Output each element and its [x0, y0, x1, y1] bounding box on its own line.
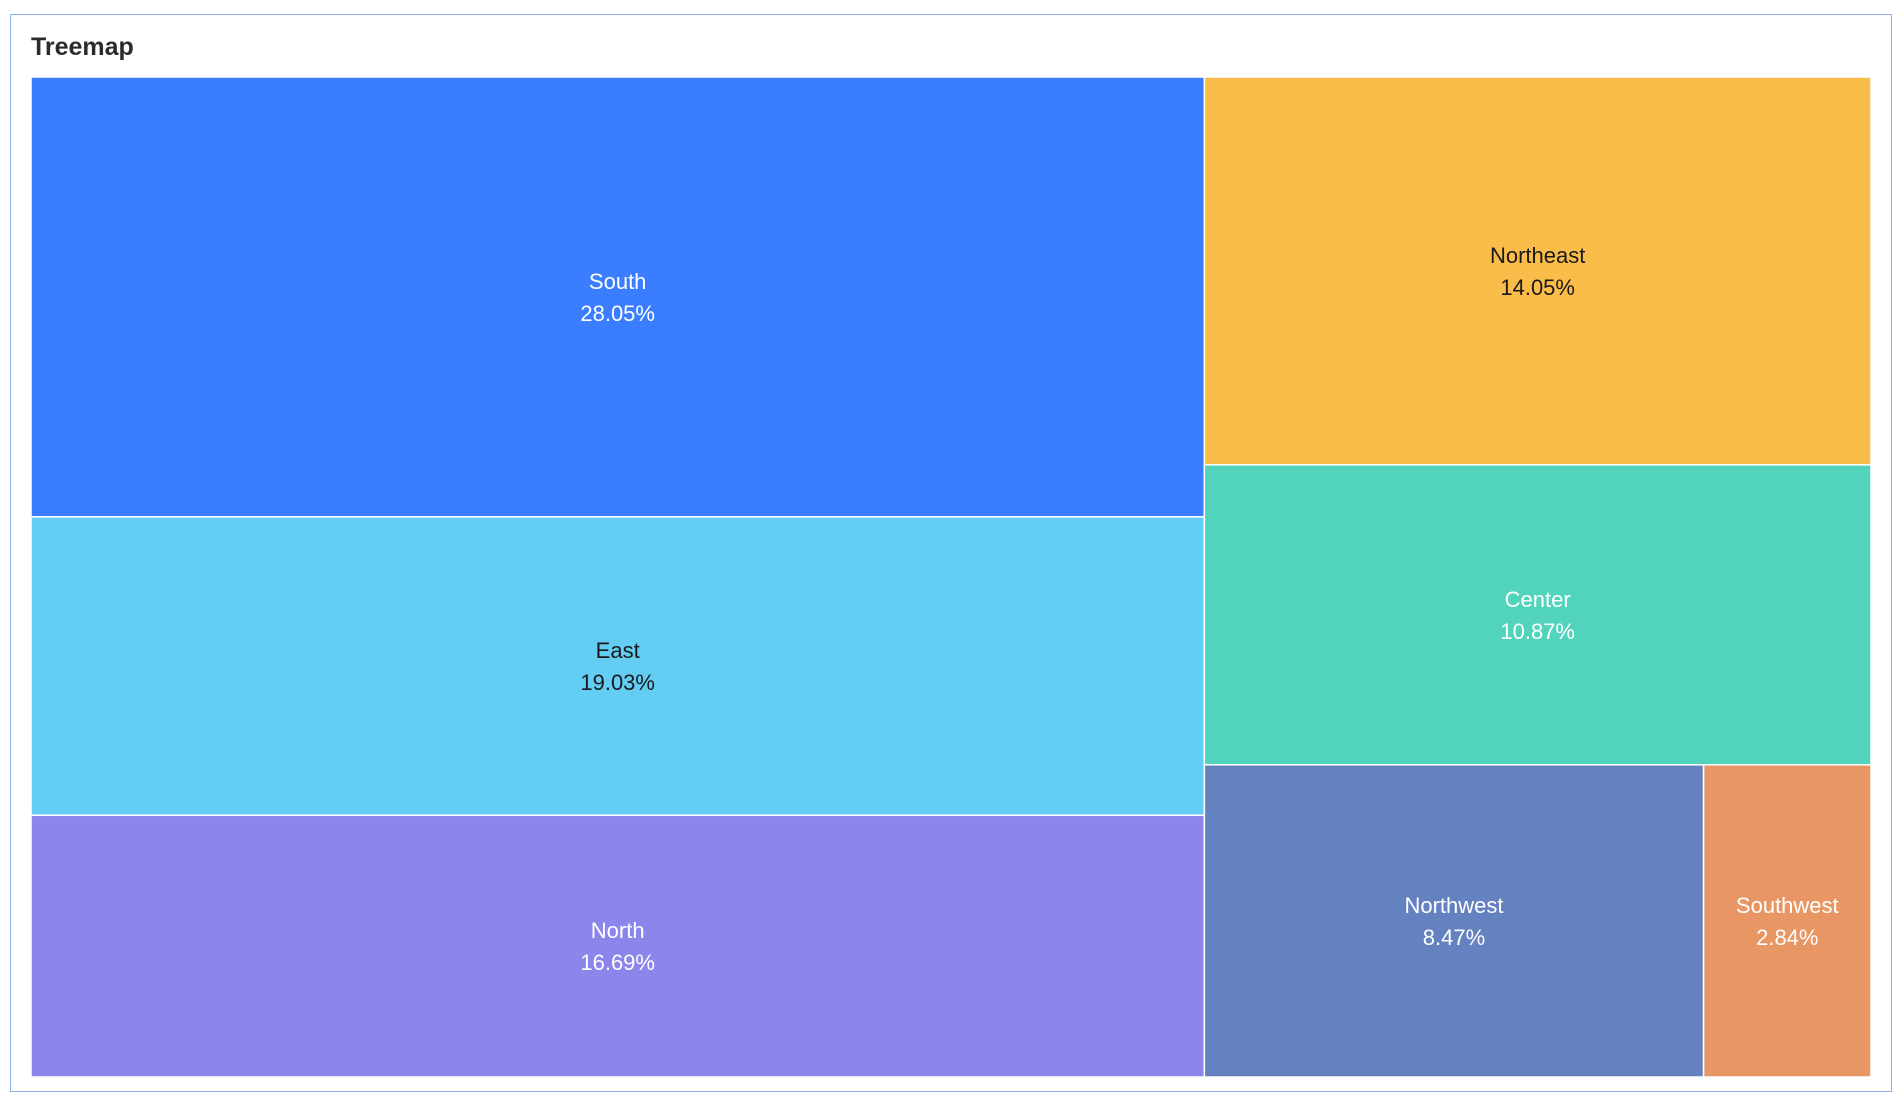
tile-rect-north[interactable]: [30, 814, 1206, 1078]
tile-northeast[interactable]: Northeast 14.05%: [1203, 76, 1872, 466]
tile-value-center: 10.87%: [1500, 619, 1575, 644]
tile-value-northwest: 8.47%: [1423, 925, 1485, 950]
tile-east[interactable]: East 19.03%: [30, 516, 1206, 817]
tile-rect-center[interactable]: [1203, 464, 1872, 766]
chart-card: Treemap South 28.05% East 19.03% North 16.69%…: [10, 14, 1892, 1092]
tile-rect-northwest[interactable]: [1203, 764, 1705, 1078]
tile-label-south: South: [589, 269, 647, 294]
tile-label-northwest: Northwest: [1404, 893, 1503, 918]
tile-value-south: 28.05%: [580, 301, 655, 326]
tile-label-northeast: Northeast: [1490, 243, 1585, 268]
tile-south[interactable]: South 28.05%: [30, 76, 1206, 518]
tile-value-north: 16.69%: [580, 950, 655, 975]
tile-northwest[interactable]: Northwest 8.47%: [1203, 764, 1705, 1078]
tile-rect-south[interactable]: [30, 76, 1206, 518]
tile-center[interactable]: Center 10.87%: [1203, 464, 1872, 766]
tile-rect-southwest[interactable]: [1702, 764, 1872, 1078]
tile-label-southwest: Southwest: [1736, 893, 1839, 918]
tile-north[interactable]: North 16.69%: [30, 814, 1206, 1078]
tile-value-northeast: 14.05%: [1500, 275, 1575, 300]
chart-title: Treemap: [31, 33, 134, 61]
tile-rect-east[interactable]: [30, 516, 1206, 817]
tile-value-east: 19.03%: [580, 670, 655, 695]
tile-value-southwest: 2.84%: [1756, 925, 1818, 950]
tile-rect-northeast[interactable]: [1203, 76, 1872, 466]
tile-label-center: Center: [1505, 587, 1571, 612]
treemap-plot: South 28.05% East 19.03% North 16.69% Northeas…: [30, 76, 1872, 1078]
tile-southwest[interactable]: Southwest 2.84%: [1702, 764, 1872, 1078]
tile-label-east: East: [596, 638, 640, 663]
tile-label-north: North: [591, 918, 645, 943]
